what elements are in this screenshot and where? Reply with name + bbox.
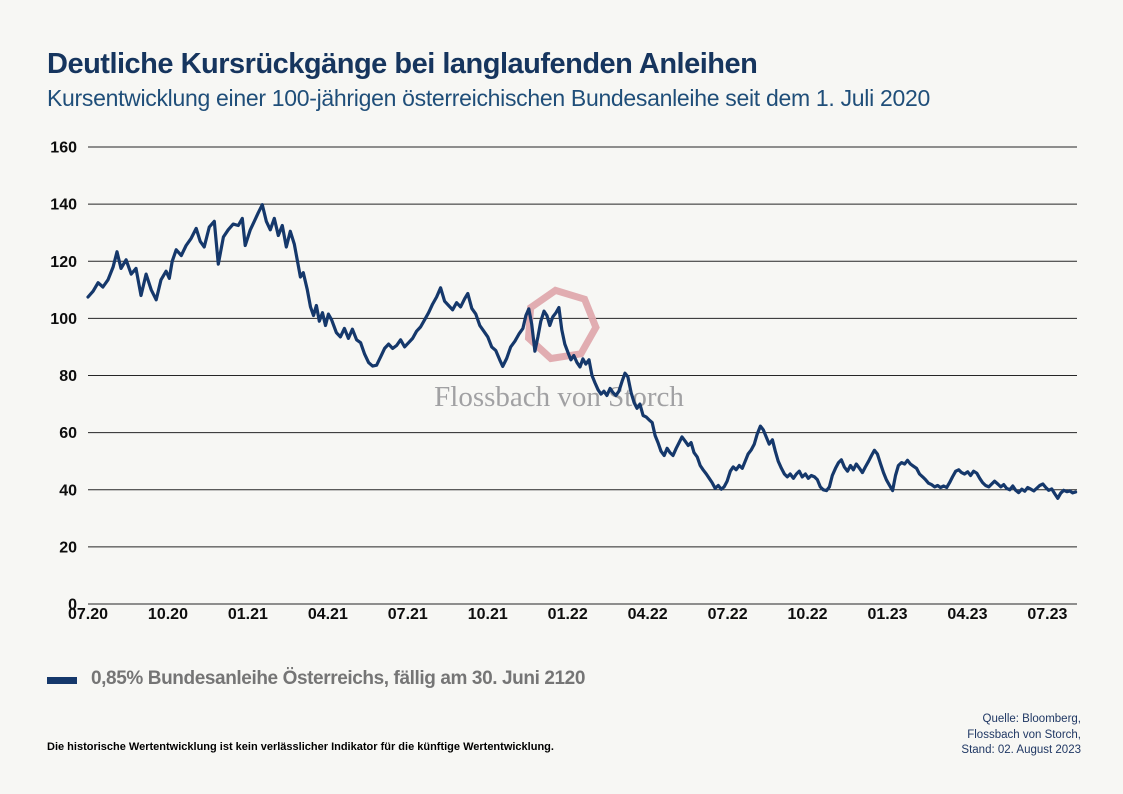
y-axis-tick-label: 160 xyxy=(50,140,77,157)
watermark-text: Flossbach von Storch xyxy=(434,381,684,413)
y-axis-tick-label: 140 xyxy=(50,197,77,214)
x-axis-tick-label: 04.21 xyxy=(308,606,348,623)
disclaimer-text: Die historische Wertentwicklung ist kein… xyxy=(47,741,554,753)
page-title: Deutliche Kursrückgänge bei langlaufende… xyxy=(47,48,758,80)
legend-label: 0,85% Bundesanleihe Österreichs, fällig … xyxy=(91,668,585,689)
price-chart: 0 20 40 60 80 100 120 140 160 Flossbach von Storc… xyxy=(50,140,1078,623)
x-axis-tick-label: 07.22 xyxy=(708,606,748,623)
x-axis-tick-label: 04.22 xyxy=(628,606,668,623)
x-axis-tick-label: 07.23 xyxy=(1027,606,1067,623)
x-axis-tick-label: 04.23 xyxy=(947,606,987,623)
legend-line-swatch xyxy=(47,676,77,684)
y-axis-tick-label: 80 xyxy=(59,368,77,385)
legend: 0,85% Bundesanleihe Österreichs, fällig … xyxy=(47,668,585,690)
y-axis-tick-label: 120 xyxy=(50,254,77,271)
x-axis-tick-label: 10.21 xyxy=(468,606,508,623)
x-axis-tick-label: 07.20 xyxy=(68,606,108,623)
y-axis-tick-label: 20 xyxy=(59,539,77,556)
x-axis-tick-label: 10.22 xyxy=(788,606,828,623)
x-axis-tick-label: 01.23 xyxy=(867,606,907,623)
source-line: Stand: 02. August 2023 xyxy=(961,744,1081,756)
bond-price-line xyxy=(86,203,1078,500)
y-axis-tick-label: 40 xyxy=(59,482,77,499)
source-note: Quelle: Bloomberg, Flossbach von Storch,… xyxy=(821,712,1081,759)
source-line: Quelle: Bloomberg, xyxy=(982,713,1081,725)
x-axis-tick-label: 07.21 xyxy=(388,606,428,623)
y-axis-tick-label: 0 xyxy=(68,597,77,614)
source-line: Flossbach von Storch, xyxy=(967,728,1081,741)
y-axis-tick-label: 100 xyxy=(50,311,77,328)
x-axis-tick-label: 01.21 xyxy=(228,606,268,623)
y-axis-tick-label: 60 xyxy=(59,425,77,442)
x-axis-tick-label: 10.20 xyxy=(148,606,188,623)
x-axis-tick-label: 01.22 xyxy=(548,606,588,623)
page-subtitle: Kursentwicklung einer 100-jährigen öster… xyxy=(47,85,930,111)
